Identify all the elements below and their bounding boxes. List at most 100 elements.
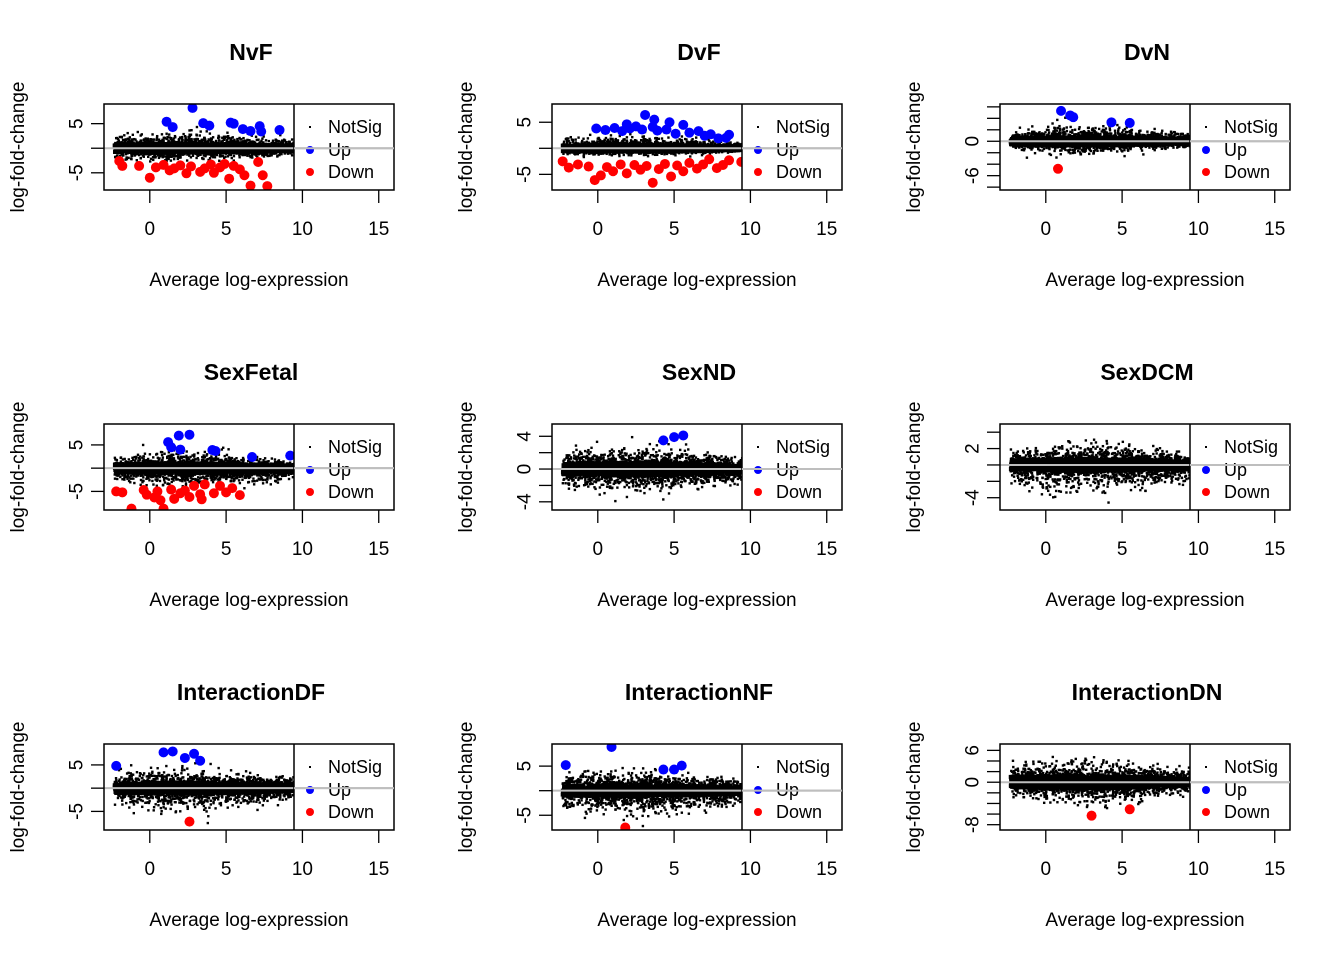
up-point <box>195 756 205 766</box>
legend-label-up: Up <box>1224 140 1247 160</box>
x-tick-label: 15 <box>816 859 837 880</box>
x-tick-label: 0 <box>593 859 604 880</box>
chart-title: DvF <box>677 39 720 65</box>
up-point <box>678 430 688 440</box>
series-up <box>162 103 285 137</box>
down-point <box>648 178 658 188</box>
notsig-points <box>1009 117 1196 159</box>
points-layer <box>1009 106 1196 174</box>
legend-label-up: Up <box>1224 460 1247 480</box>
down-point <box>584 162 594 172</box>
y-tick-label: 4 <box>515 431 536 442</box>
y-tick-label: -4 <box>515 493 536 510</box>
legend-label-up: Up <box>328 460 351 480</box>
notsig-points <box>561 767 748 827</box>
y-axis: -806 <box>963 745 1000 833</box>
x-tick-label: 5 <box>221 219 232 240</box>
up-point <box>168 746 178 756</box>
y-tick-label: 5 <box>67 440 88 451</box>
down-point <box>197 494 207 504</box>
y-axis-label: log-fold-change <box>904 82 925 213</box>
y-tick-label: 0 <box>515 464 536 475</box>
x-tick-label: 0 <box>1041 539 1052 560</box>
x-tick-label: 15 <box>816 539 837 560</box>
up-point <box>684 128 694 138</box>
x-tick-label: 15 <box>1264 859 1285 880</box>
legend-label-notsig: NotSig <box>1224 117 1278 137</box>
up-point <box>174 431 184 441</box>
up-point <box>166 442 176 452</box>
up-point <box>210 446 220 456</box>
legend-label-notsig: NotSig <box>1224 757 1278 777</box>
up-point <box>622 119 632 129</box>
legend-marker-down <box>306 488 314 496</box>
legend-label-down: Down <box>776 482 822 502</box>
series-up <box>1056 106 1135 128</box>
y-axis-label: log-fold-change <box>904 402 925 533</box>
y-axis-label: log-fold-change <box>8 82 29 213</box>
down-point <box>666 171 676 181</box>
x-axis-label: Average log-expression <box>597 270 796 291</box>
x-tick-label: 5 <box>669 859 680 880</box>
chart-title: SexND <box>662 359 736 385</box>
down-point <box>184 492 194 502</box>
points-layer <box>111 746 299 826</box>
x-tick-label: 0 <box>145 219 156 240</box>
y-axis: -55 <box>67 118 104 181</box>
down-point <box>227 483 237 493</box>
series-down <box>184 817 194 827</box>
y-axis-label: log-fold-change <box>8 402 29 533</box>
y-axis: -55 <box>515 761 552 824</box>
chart-title: SexFetal <box>204 359 299 385</box>
legend-marker-up <box>754 146 762 154</box>
legend-marker-notsig <box>757 126 759 128</box>
up-point <box>111 761 121 771</box>
y-axis: -55 <box>67 440 104 500</box>
x-axis-label: Average log-expression <box>149 590 348 611</box>
chart-title: InteractionDN <box>1072 679 1223 705</box>
y-tick-label: 6 <box>963 745 984 756</box>
y-tick-label: -5 <box>67 803 88 820</box>
x-tick-label: 0 <box>145 539 156 560</box>
legend-marker-up <box>306 146 314 154</box>
y-tick-label: 5 <box>67 118 88 129</box>
up-point <box>246 126 256 136</box>
legend-label-down: Down <box>328 802 374 822</box>
legend-label-down: Down <box>328 162 374 182</box>
legend-label-up: Up <box>328 780 351 800</box>
y-axis: -60 <box>963 107 1000 187</box>
up-point <box>677 761 687 771</box>
y-axis-label: log-fold-change <box>456 722 477 853</box>
y-tick-label: -4 <box>963 489 984 506</box>
series-down <box>620 823 630 833</box>
down-point <box>166 485 176 495</box>
down-point <box>220 159 230 169</box>
down-point <box>642 161 652 171</box>
down-point <box>134 161 144 171</box>
down-point <box>175 160 185 170</box>
notsig-points <box>113 762 300 824</box>
down-point <box>608 166 618 176</box>
y-tick-label: 2 <box>963 443 984 454</box>
x-tick-label: 10 <box>1188 219 1209 240</box>
legend-marker-down <box>754 808 762 816</box>
down-point <box>145 173 155 183</box>
chart-title: InteractionNF <box>625 679 773 705</box>
chart-title: InteractionDF <box>177 679 325 705</box>
down-point <box>596 170 606 180</box>
legend-marker-notsig <box>1205 766 1207 768</box>
series-down <box>114 156 272 191</box>
x-tick-label: 0 <box>1041 219 1052 240</box>
x-tick-label: 15 <box>368 859 389 880</box>
legend-marker-down <box>1202 168 1210 176</box>
down-point <box>1125 804 1135 814</box>
